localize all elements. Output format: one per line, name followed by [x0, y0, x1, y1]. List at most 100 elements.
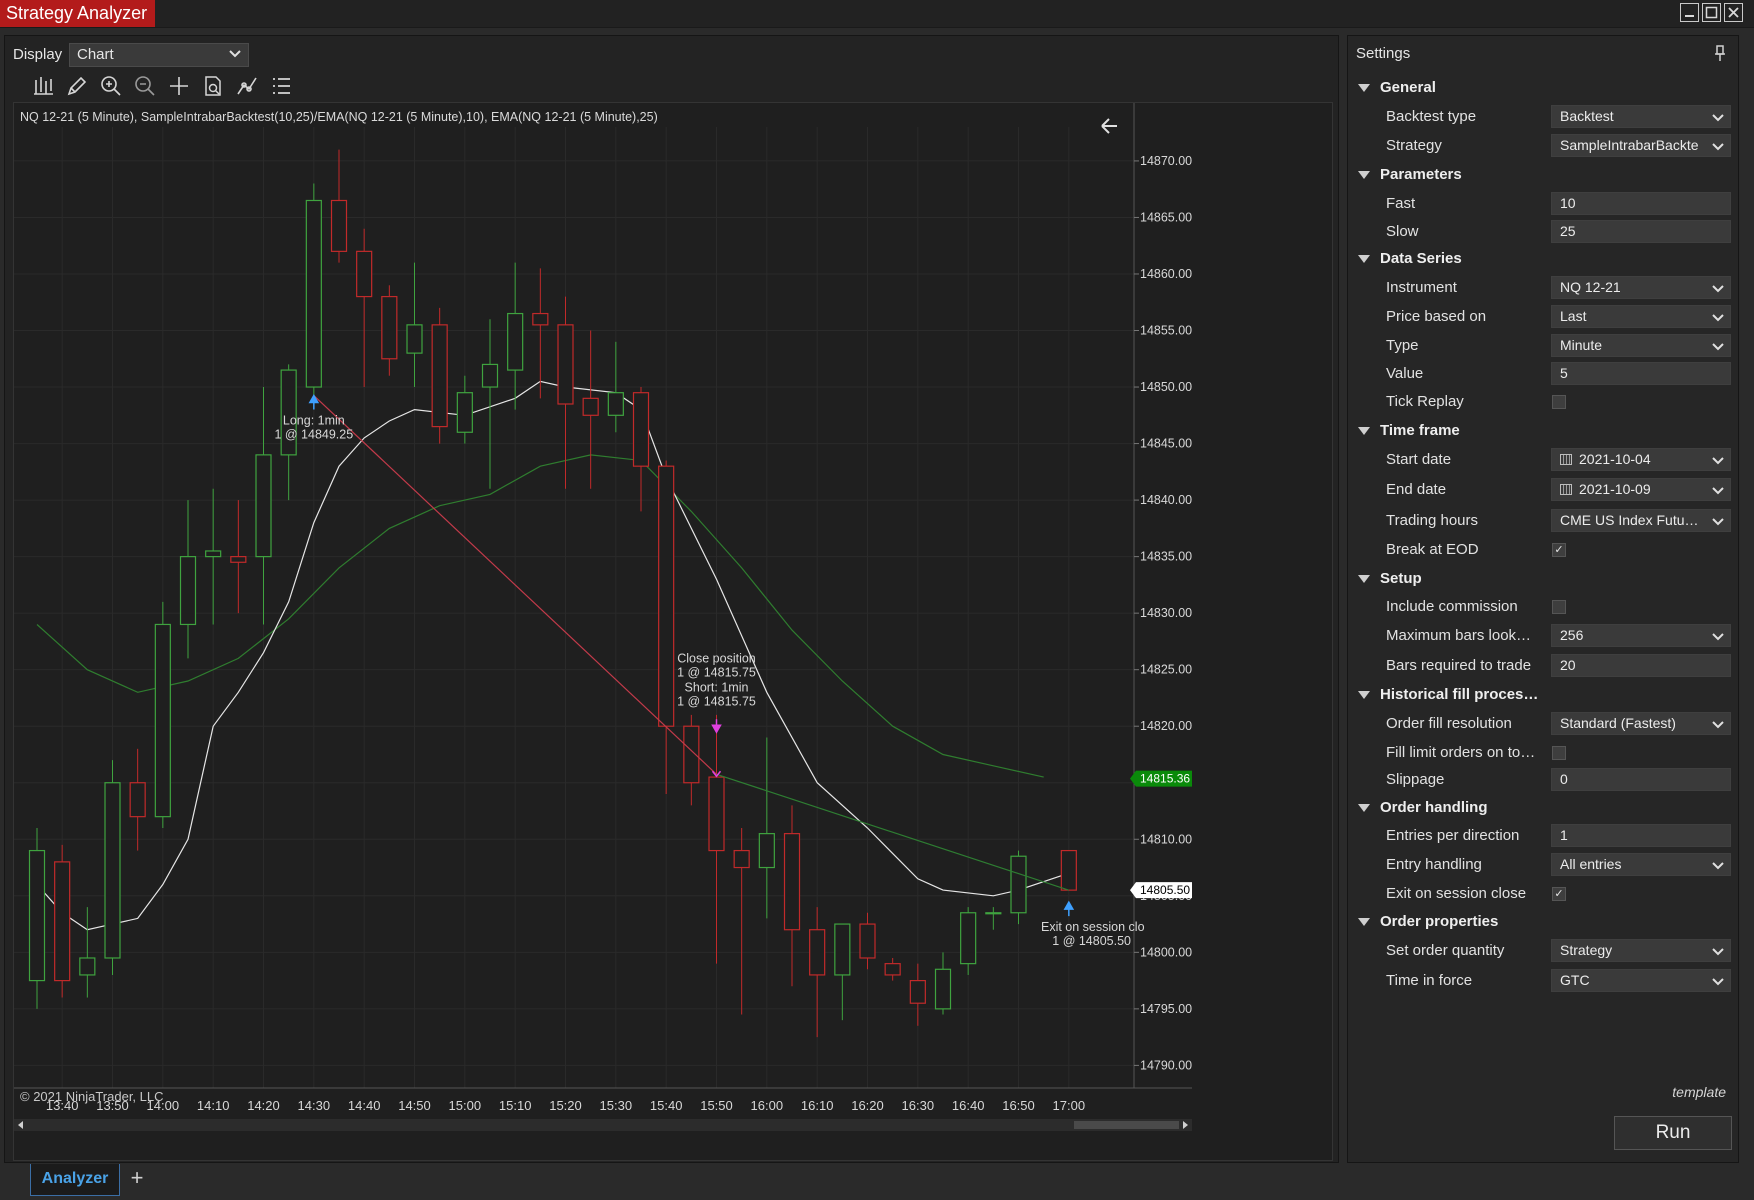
set-order-quantity-value: Strategy	[1560, 942, 1613, 958]
candle-body	[330, 199, 348, 252]
fill-limit-label: Fill limit orders on to…	[1386, 744, 1536, 761]
type-select[interactable]: Minute	[1551, 334, 1731, 357]
collapse-triangle-icon	[1358, 171, 1370, 180]
time-tick-label: 14:50	[398, 1098, 431, 1113]
fill-limit-checkbox[interactable]	[1552, 746, 1566, 760]
candle-body	[859, 923, 876, 959]
template-link[interactable]: template	[1672, 1084, 1726, 1100]
time-tick-label: 15:20	[549, 1098, 582, 1113]
candle-body	[758, 833, 775, 869]
pin-icon[interactable]	[1714, 44, 1726, 62]
time-tick-label: 15:40	[650, 1098, 683, 1113]
section-order-properties[interactable]: Order properties	[1358, 913, 1498, 930]
strategy-select[interactable]: SampleIntrabarBackte	[1551, 134, 1731, 157]
time-in-force-label: Time in force	[1386, 972, 1473, 989]
time-tick-label: 15:50	[700, 1098, 733, 1113]
close-icon	[1728, 7, 1739, 18]
candle-body	[305, 199, 322, 388]
include-commission-checkbox[interactable]	[1552, 600, 1566, 614]
slow-ema-line	[36, 454, 1044, 778]
entries-per-direction-input[interactable]: 1	[1551, 824, 1731, 847]
chevron-down-icon	[1712, 143, 1724, 151]
settings-panel: Settings General Backtest type Backtest …	[1347, 35, 1739, 1163]
crosshair-icon[interactable]	[167, 74, 191, 98]
short-entry-arrow	[711, 719, 722, 734]
exit-price: 1 @ 14805.50	[1052, 934, 1131, 948]
chart-area[interactable]: NQ 12-21 (5 Minute), SampleIntrabarBackt…	[13, 102, 1333, 1161]
fast-input[interactable]: 10	[1551, 192, 1731, 215]
price-chart[interactable]: 14870.00 14865.00 14860.00 14855.00 14850.00…	[14, 103, 1332, 1160]
trading-hours-value: CME US Index Futu…	[1560, 512, 1699, 528]
time-tick-label: 16:30	[902, 1098, 935, 1113]
price-tick-label: 14825.00	[1140, 663, 1192, 677]
time-in-force-select[interactable]: GTC	[1551, 969, 1731, 992]
strategy-label: Strategy	[1386, 137, 1442, 154]
display-select[interactable]: Chart	[69, 43, 249, 67]
value-input[interactable]: 5	[1551, 362, 1731, 385]
chart-title: NQ 12-21 (5 Minute), SampleIntrabarBackt…	[20, 110, 658, 124]
time-tick-label: 13:50	[96, 1098, 129, 1113]
price-tick-label: 14840.00	[1140, 493, 1192, 507]
candle-body	[255, 454, 272, 558]
section-historical-fill[interactable]: Historical fill proces…	[1358, 686, 1538, 703]
section-order-handling[interactable]: Order handling	[1358, 799, 1488, 816]
slow-input[interactable]: 25	[1551, 220, 1731, 243]
set-order-quantity-select[interactable]: Strategy	[1551, 939, 1731, 962]
zoom-out-icon[interactable]	[133, 74, 157, 98]
properties-list-icon[interactable]	[269, 74, 293, 98]
order-fill-resolution-select[interactable]: Standard (Fastest)	[1551, 712, 1731, 735]
candle-body	[104, 782, 121, 959]
backtest-type-value: Backtest	[1560, 108, 1614, 124]
entries-per-direction-label: Entries per direction	[1386, 827, 1520, 844]
indicators-icon[interactable]	[235, 74, 259, 98]
drawing-tool-icon[interactable]	[65, 74, 89, 98]
bars-required-label: Bars required to trade	[1386, 657, 1532, 674]
last-price-marker	[1130, 882, 1192, 899]
tab-analyzer[interactable]: Analyzer	[30, 1164, 120, 1196]
candle-body	[406, 324, 423, 354]
maximize-button[interactable]	[1702, 3, 1721, 22]
calendar-icon	[1560, 454, 1572, 465]
section-parameters[interactable]: Parameters	[1358, 166, 1462, 183]
trading-hours-select[interactable]: CME US Index Futu…	[1551, 509, 1731, 532]
candle-body	[205, 550, 222, 558]
zoom-in-icon[interactable]	[99, 74, 123, 98]
candle-body	[607, 392, 624, 416]
section-time-frame[interactable]: Time frame	[1358, 422, 1460, 439]
start-date-picker[interactable]: 2021-10-04	[1551, 448, 1731, 471]
copyright: © 2021 NinjaTrader, LLC	[20, 1089, 164, 1104]
section-parameters-label: Parameters	[1380, 166, 1462, 183]
instrument-select[interactable]: NQ 12-21	[1551, 276, 1731, 299]
backtest-type-select[interactable]: Backtest	[1551, 105, 1731, 128]
slow-label: Slow	[1386, 223, 1419, 240]
minimize-button[interactable]	[1680, 3, 1699, 22]
time-tick-label: 14:40	[348, 1098, 381, 1113]
exit-arrow	[1063, 900, 1075, 917]
collapse-triangle-icon	[1358, 918, 1370, 927]
scroll-right-icon	[1183, 1121, 1188, 1129]
break-at-eod-checkbox[interactable]: ✓	[1552, 543, 1566, 557]
data-box-icon[interactable]	[201, 74, 225, 98]
add-tab-button[interactable]: +	[130, 1165, 144, 1190]
run-button[interactable]: Run	[1614, 1116, 1732, 1150]
end-date-picker[interactable]: 2021-10-09	[1551, 478, 1731, 501]
close-button[interactable]	[1724, 3, 1743, 22]
time-tick-label: 13:40	[46, 1098, 79, 1113]
section-general[interactable]: General	[1358, 79, 1436, 96]
bar-type-icon[interactable]	[31, 74, 55, 98]
price-based-on-select[interactable]: Last	[1551, 305, 1731, 328]
exit-on-session-close-checkbox[interactable]: ✓	[1552, 887, 1566, 901]
section-data-series[interactable]: Data Series	[1358, 250, 1462, 267]
chevron-down-icon	[1712, 487, 1724, 495]
entry-handling-select[interactable]: All entries	[1551, 853, 1731, 876]
candle-body	[54, 861, 71, 982]
tick-replay-checkbox[interactable]	[1552, 395, 1566, 409]
price-tick-label: 14855.00	[1140, 324, 1192, 338]
slippage-input[interactable]: 0	[1551, 768, 1731, 791]
bars-required-input[interactable]: 20	[1551, 654, 1731, 677]
chevron-down-icon	[1712, 457, 1724, 465]
max-bars-select[interactable]: 256	[1551, 624, 1731, 647]
section-setup[interactable]: Setup	[1358, 570, 1422, 587]
long-entry-arrow	[308, 394, 320, 410]
display-select-value: Chart	[77, 46, 114, 63]
